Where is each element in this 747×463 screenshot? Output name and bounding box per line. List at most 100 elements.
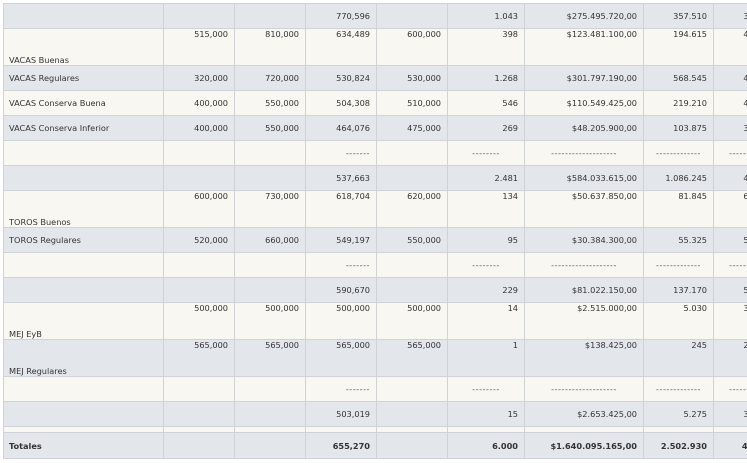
max-price-cell	[234, 401, 306, 427]
min-price-cell: 500,000	[163, 302, 235, 340]
mode-price-cell	[376, 376, 448, 402]
head-count-cell: 1	[447, 339, 525, 377]
min-price-cell: 515,000	[163, 28, 235, 66]
min-price-cell	[163, 432, 235, 459]
mode-price-cell: 510,000	[376, 90, 448, 116]
min-price-cell	[163, 401, 235, 427]
table-row: 503,019 15$2.653.425,005.275352	[3, 401, 747, 427]
row-label-cell: VACAS Conserva Inferior	[3, 115, 164, 141]
row-label-cell: Totales	[3, 432, 164, 459]
total-kg-cell: -------------	[643, 252, 714, 278]
head-count-cell: --------	[447, 140, 525, 166]
mode-price-cell: 530,000	[376, 65, 448, 91]
total-amount-cell: -------------------	[524, 376, 644, 402]
max-price-cell: 500,000	[234, 302, 306, 340]
min-price-cell	[163, 277, 235, 303]
max-price-cell: 565,000	[234, 339, 306, 377]
avg-price-cell: 504,308	[305, 90, 377, 116]
table-row: ------- -------- ------------------- ------…	[3, 252, 747, 278]
total-amount-cell: $275.495.720,00	[524, 3, 644, 29]
head-count-cell: --------	[447, 252, 525, 278]
avg-kg-cell: 438	[713, 165, 747, 191]
table-body: 770,5961.043$275.495.720,00357.510343VAC…	[3, 3, 747, 459]
avg-kg-cell: 386	[713, 115, 747, 141]
mode-price-cell: 500,000	[376, 302, 448, 340]
total-kg-cell: 568.545	[643, 65, 714, 91]
row-label-cell	[3, 3, 164, 29]
head-count-cell: 95	[447, 227, 525, 253]
total-amount-cell: $110.549.425,00	[524, 90, 644, 116]
row-label-cell	[3, 165, 164, 191]
max-price-cell	[234, 277, 306, 303]
max-price-cell: 550,000	[234, 115, 306, 141]
mode-price-cell	[376, 140, 448, 166]
total-amount-cell: $2.515.000,00	[524, 302, 644, 340]
total-kg-cell: -------------	[643, 140, 714, 166]
table-row: TOROS Buenos 600,000 730,000 618,704 620,000…	[3, 190, 747, 228]
head-count-cell: 1.043	[447, 3, 525, 29]
row-label-cell: VACAS Buenas	[3, 28, 164, 66]
avg-price-cell: 549,197	[305, 227, 377, 253]
totals-row: Totales 655,270 6.000 $1.640.095.165,00 2.50…	[3, 432, 747, 459]
avg-kg-cell: 417	[713, 432, 747, 459]
total-amount-cell: $2.653.425,00	[524, 401, 644, 427]
table-row: TOROS Regulares 520,000 660,000 549,197 550,…	[3, 227, 747, 253]
mode-price-cell	[376, 277, 448, 303]
total-amount-cell: -------------------	[524, 252, 644, 278]
head-count-cell: 398	[447, 28, 525, 66]
max-price-cell	[234, 376, 306, 402]
mode-price-cell: 620,000	[376, 190, 448, 228]
total-kg-cell: 2.502.930	[643, 432, 714, 459]
max-price-cell: 730,000	[234, 190, 306, 228]
row-label-cell: TOROS Regulares	[3, 227, 164, 253]
max-price-cell	[234, 252, 306, 278]
head-count-cell: 1.268	[447, 65, 525, 91]
total-kg-cell: 219.210	[643, 90, 714, 116]
max-price-cell: 720,000	[234, 65, 306, 91]
avg-price-cell: 464,076	[305, 115, 377, 141]
total-kg-cell: 5.275	[643, 401, 714, 427]
avg-price-cell: 655,270	[305, 432, 377, 459]
max-price-cell: 810,000	[234, 28, 306, 66]
row-label-cell: VACAS Regulares	[3, 65, 164, 91]
avg-kg-cell: ------	[713, 252, 747, 278]
min-price-cell	[163, 252, 235, 278]
head-count-cell: 2.481	[447, 165, 525, 191]
mode-price-cell: 550,000	[376, 227, 448, 253]
avg-price-cell: 634,489	[305, 28, 377, 66]
total-kg-cell: 1.086.245	[643, 165, 714, 191]
head-count-cell: 6.000	[447, 432, 525, 459]
row-label-cell: MEJ Regulares	[3, 339, 164, 377]
mode-price-cell	[376, 432, 448, 459]
min-price-cell: 400,000	[163, 115, 235, 141]
total-amount-cell: $48.205.900,00	[524, 115, 644, 141]
total-kg-cell: 5.030	[643, 302, 714, 340]
table-row: ------- -------- ------------------- ------…	[3, 376, 747, 402]
head-count-cell: 134	[447, 190, 525, 228]
min-price-cell: 600,000	[163, 190, 235, 228]
min-price-cell	[163, 140, 235, 166]
total-kg-cell: 81.845	[643, 190, 714, 228]
avg-kg-cell: 599	[713, 277, 747, 303]
row-label-cell	[3, 401, 164, 427]
avg-price-cell: 618,704	[305, 190, 377, 228]
total-amount-cell: $1.640.095.165,00	[524, 432, 644, 459]
max-price-cell	[234, 165, 306, 191]
min-price-cell: 565,000	[163, 339, 235, 377]
avg-kg-cell: 489	[713, 28, 747, 66]
max-price-cell: 550,000	[234, 90, 306, 116]
total-amount-cell: $123.481.100,00	[524, 28, 644, 66]
avg-price-cell: 500,000	[305, 302, 377, 340]
row-label-cell	[3, 277, 164, 303]
table-row: VACAS Conserva Inferior 400,000 550,000 464…	[3, 115, 747, 141]
total-kg-cell: 55.325	[643, 227, 714, 253]
total-kg-cell: 194.615	[643, 28, 714, 66]
table-row: MEJ EyB 500,000 500,000 500,000 500,000 14 $2.…	[3, 302, 747, 340]
head-count-cell: 269	[447, 115, 525, 141]
avg-price-cell: -------	[305, 252, 377, 278]
mode-price-cell: 600,000	[376, 28, 448, 66]
max-price-cell	[234, 432, 306, 459]
total-amount-cell: $138.425,00	[524, 339, 644, 377]
